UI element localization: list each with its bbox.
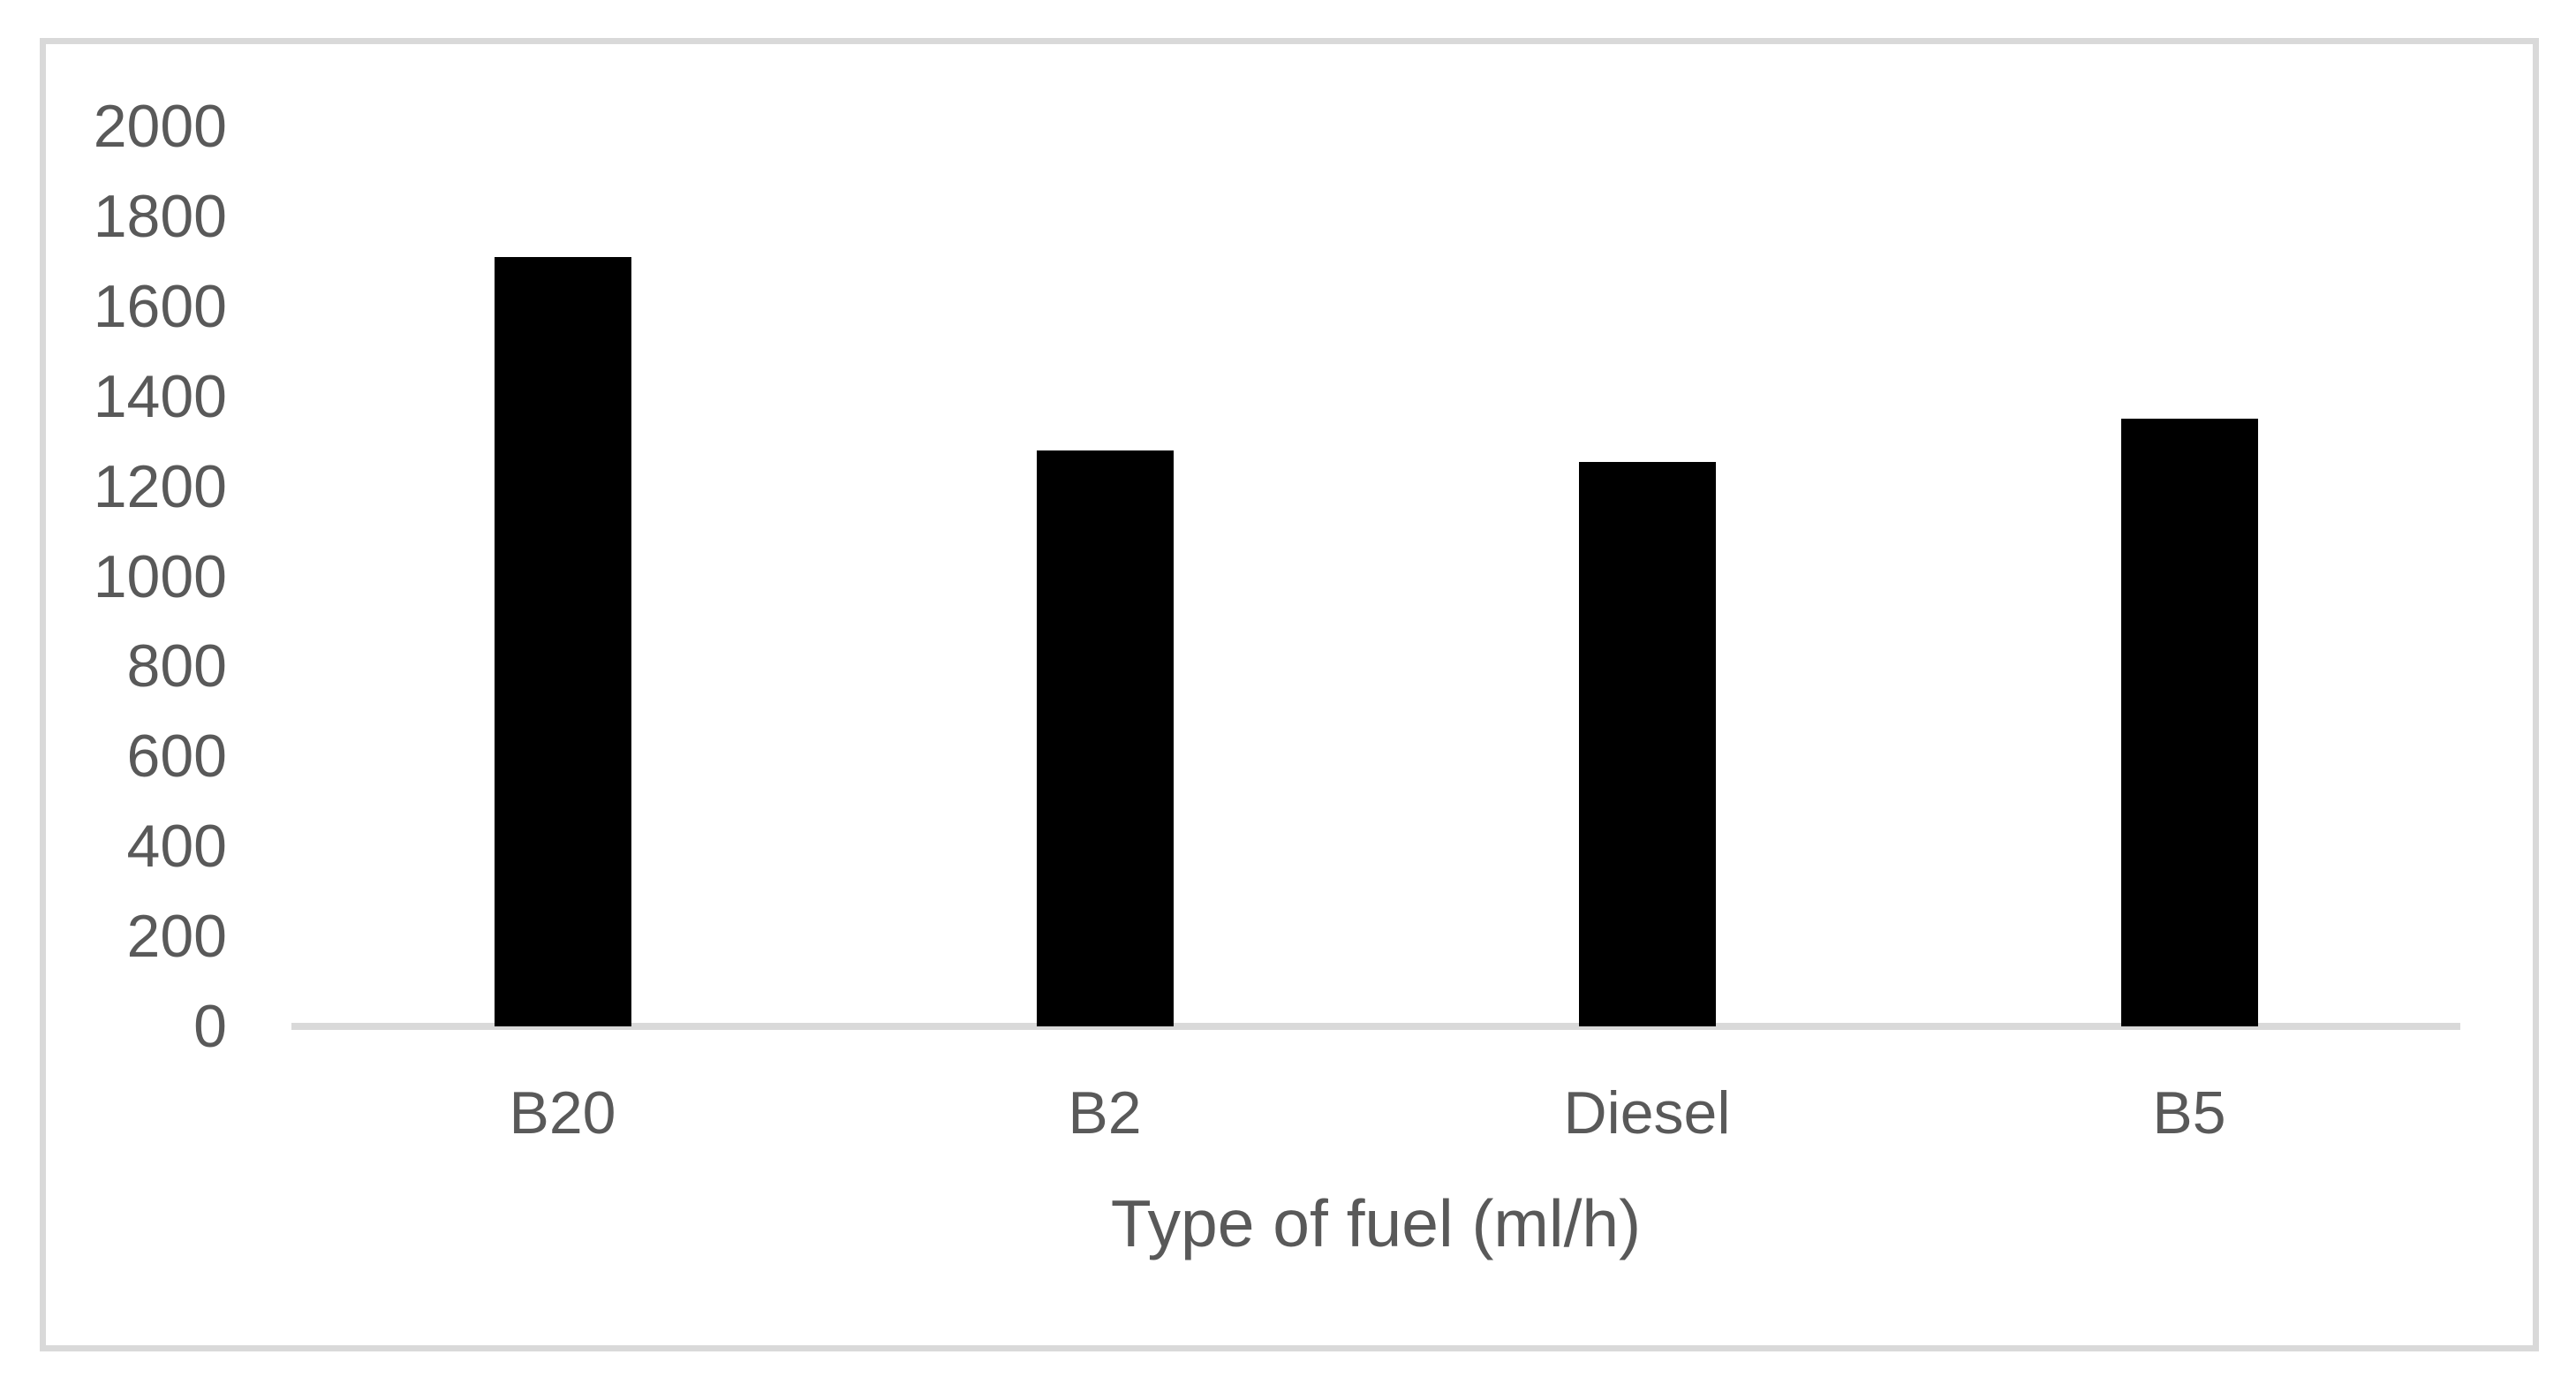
y-tick-label: 0 — [193, 993, 227, 1060]
bar-diesel — [1578, 461, 1716, 1026]
x-category-label-diesel: Diesel — [1563, 1079, 1731, 1147]
bar-b20 — [494, 256, 631, 1026]
y-tick-label: 1400 — [93, 362, 227, 430]
y-tick-label: 200 — [126, 903, 227, 971]
x-axis-line — [291, 1023, 2460, 1030]
x-axis-title: Type of fuel (ml/h) — [1110, 1186, 1642, 1260]
y-tick-label: 1000 — [93, 542, 227, 610]
y-tick-label: 2000 — [93, 93, 227, 160]
x-category-label-b20: B20 — [509, 1079, 616, 1147]
y-tick-label: 1600 — [93, 272, 227, 340]
y-tick-label: 600 — [126, 723, 227, 791]
chart-frame: 0 200 400 600 800 1000 1200 1400 1600 1800 2000 B2… — [40, 38, 2539, 1351]
bar-b2 — [1036, 450, 1174, 1026]
bar-b5 — [2120, 419, 2258, 1026]
x-category-label-b5: B5 — [2152, 1079, 2226, 1147]
y-tick-label: 400 — [126, 813, 227, 881]
y-tick-label: 800 — [126, 632, 227, 700]
plot-area: 0 200 400 600 800 1000 1200 1400 1600 1800 2000 B2… — [6, 6, 2576, 1385]
y-tick-label: 1800 — [93, 182, 227, 250]
x-category-label-b2: B2 — [1068, 1079, 1142, 1147]
y-tick-label: 1200 — [93, 452, 227, 520]
